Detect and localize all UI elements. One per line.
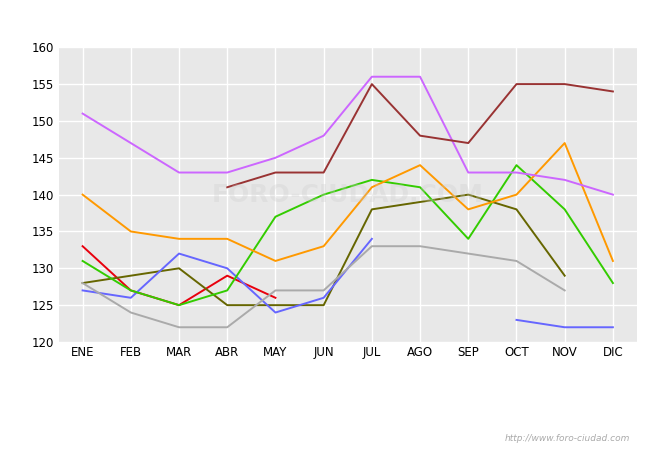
Text: FORO-CIUDAD.COM: FORO-CIUDAD.COM xyxy=(212,183,484,207)
Text: http://www.foro-ciudad.com: http://www.foro-ciudad.com xyxy=(505,434,630,443)
Text: Afiliados en Navalperal de Pinares a 31/5/2024: Afiliados en Navalperal de Pinares a 31/… xyxy=(106,14,544,33)
